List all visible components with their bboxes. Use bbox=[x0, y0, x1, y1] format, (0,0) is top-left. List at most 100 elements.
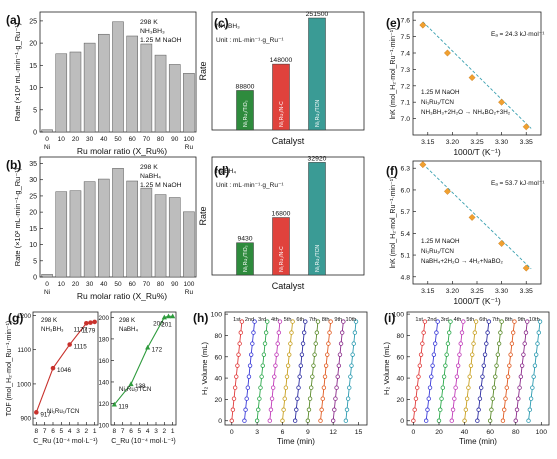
data-point-i-4-5 bbox=[468, 363, 474, 368]
data-point-i-1-5 bbox=[430, 363, 435, 368]
data-point-h-6-9 bbox=[315, 319, 321, 324]
point-label-g2: 119 bbox=[118, 404, 129, 411]
xtick-label-i: 60 bbox=[486, 429, 494, 436]
data-point-g2-1 bbox=[128, 381, 134, 387]
ytick-label-h: 60 bbox=[214, 354, 222, 361]
data-point-i-5-7 bbox=[484, 341, 489, 346]
cycle-label-i: 2nd bbox=[427, 317, 436, 323]
data-point-i-0-0 bbox=[411, 418, 416, 423]
data-point-h-0-3 bbox=[232, 385, 238, 390]
xtick-label-g2: 5 bbox=[138, 428, 142, 435]
data-point-h-1-4 bbox=[246, 374, 252, 379]
cycle-label-i: 7th bbox=[492, 317, 500, 323]
data-point-g2-5 bbox=[170, 313, 176, 319]
data-point-h-4-4 bbox=[284, 374, 290, 379]
x-axis-label-b: Ru molar ratio (X_Ru%) bbox=[77, 291, 167, 301]
ytick-label-a: 25 bbox=[29, 18, 37, 25]
xtick-label-b: 50 bbox=[114, 281, 122, 288]
bar-a-2 bbox=[69, 51, 82, 133]
data-point-i-9-4 bbox=[531, 374, 536, 379]
data-point-i-8-4 bbox=[518, 374, 524, 379]
data-point-i-0-5 bbox=[417, 363, 422, 368]
y-axis-label-d: Rate bbox=[198, 206, 208, 225]
point-label-g1: 1179 bbox=[82, 328, 96, 335]
data-point-h-2-2 bbox=[257, 396, 262, 401]
data-point-i-9-7 bbox=[535, 341, 540, 346]
data-point-g1-2 bbox=[67, 342, 72, 347]
ytick-label-g2: 100 bbox=[98, 423, 109, 430]
xtick-label-a: 60 bbox=[129, 136, 137, 143]
data-point-h-0-8 bbox=[238, 330, 243, 335]
annotation-e: Ni₁Ru₁/TCN bbox=[421, 99, 454, 106]
bar-b-3 bbox=[83, 181, 96, 278]
ytick-label-f: 6.3 bbox=[401, 166, 411, 173]
data-point-i-7-1 bbox=[502, 407, 507, 412]
xtick-label-a: 70 bbox=[143, 136, 151, 143]
data-point-i-7-0 bbox=[500, 418, 506, 423]
data-point-h-4-3 bbox=[283, 385, 289, 390]
data-point-i-0-1 bbox=[412, 407, 417, 412]
data-point-i-3-3 bbox=[453, 385, 458, 390]
data-point-h-5-8 bbox=[301, 330, 307, 335]
data-point-e-4 bbox=[522, 123, 530, 131]
ytick-label-g1: 900 bbox=[20, 416, 31, 423]
xtick-label-f: 3.20 bbox=[446, 288, 459, 295]
data-point-i-4-9 bbox=[473, 319, 479, 324]
xtick-label-e: 3.30 bbox=[495, 139, 508, 146]
data-point-i-1-8 bbox=[434, 330, 439, 335]
series-line-i-0 bbox=[412, 321, 426, 421]
data-point-h-9-6 bbox=[350, 352, 355, 357]
data-point-i-3-6 bbox=[457, 352, 462, 357]
ytick-label-a: 20 bbox=[29, 41, 37, 48]
x-axis-label-e: 1000/T (K⁻¹) bbox=[453, 147, 500, 157]
xtick-label-g1: 3 bbox=[76, 428, 80, 435]
xtick-label-b: 10 bbox=[58, 281, 66, 288]
data-point-i-3-5 bbox=[455, 363, 461, 368]
data-point-i-2-6 bbox=[444, 352, 449, 357]
data-point-f-2 bbox=[468, 213, 476, 221]
data-point-i-0-8 bbox=[421, 330, 426, 335]
bar-b-5 bbox=[112, 168, 124, 278]
data-point-h-6-5 bbox=[311, 363, 316, 368]
data-point-i-9-0 bbox=[526, 418, 531, 423]
xtick-label-i: 20 bbox=[435, 429, 443, 436]
data-point-h-8-9 bbox=[341, 319, 346, 324]
y-axis-label-a: Rate (×10³ mL·min⁻¹·g_Ru⁻¹) bbox=[13, 22, 22, 121]
data-point-i-5-1 bbox=[476, 407, 481, 412]
ytick-label-a: 0 bbox=[33, 130, 37, 137]
cycle-label-i: 1st bbox=[415, 317, 423, 323]
bar-b-1 bbox=[55, 191, 68, 278]
data-point-h-2-5 bbox=[260, 363, 265, 368]
xtick-label-b: 100 bbox=[183, 281, 194, 288]
data-point-h-8-4 bbox=[335, 374, 340, 379]
data-point-h-0-7 bbox=[237, 341, 242, 346]
bar-a-4 bbox=[98, 33, 110, 133]
ytick-label-g2: 140 bbox=[98, 379, 109, 386]
panel-label-f: (f) bbox=[386, 164, 398, 178]
data-point-i-6-8 bbox=[498, 330, 503, 335]
xtick-label-i: 40 bbox=[461, 429, 469, 436]
x-axis-label-c: Catalyst bbox=[272, 136, 305, 146]
data-point-i-9-8 bbox=[536, 330, 541, 335]
data-point-h-2-3 bbox=[258, 385, 263, 390]
data-point-g1-5 bbox=[92, 319, 97, 325]
xtick-label-g1: 2 bbox=[85, 428, 89, 435]
xtick-label-g2: 2 bbox=[163, 428, 167, 435]
series-line-h-5 bbox=[294, 321, 306, 421]
bar-d-0 bbox=[236, 242, 254, 276]
data-point-h-9-9 bbox=[353, 319, 359, 324]
x-axis-label-g2: C_Ru (10⁻⁴ mol·L⁻¹) bbox=[111, 438, 175, 445]
data-point-h-1-0 bbox=[242, 418, 247, 423]
data-point-g1-1 bbox=[50, 365, 56, 371]
bar-value-label-d: 16800 bbox=[272, 211, 291, 218]
ytick-label-b: 30 bbox=[29, 177, 37, 184]
data-point-h-6-0 bbox=[305, 418, 311, 423]
cycle-label-h: 3rd bbox=[258, 317, 266, 323]
data-point-h-3-9 bbox=[277, 319, 283, 324]
data-point-h-7-1 bbox=[319, 407, 324, 412]
data-point-h-9-4 bbox=[348, 374, 353, 379]
ytick-label-e: 7.3 bbox=[401, 67, 411, 74]
data-point-i-1-0 bbox=[423, 418, 429, 423]
bar-b-10 bbox=[183, 211, 195, 278]
data-point-i-7-6 bbox=[508, 352, 513, 357]
